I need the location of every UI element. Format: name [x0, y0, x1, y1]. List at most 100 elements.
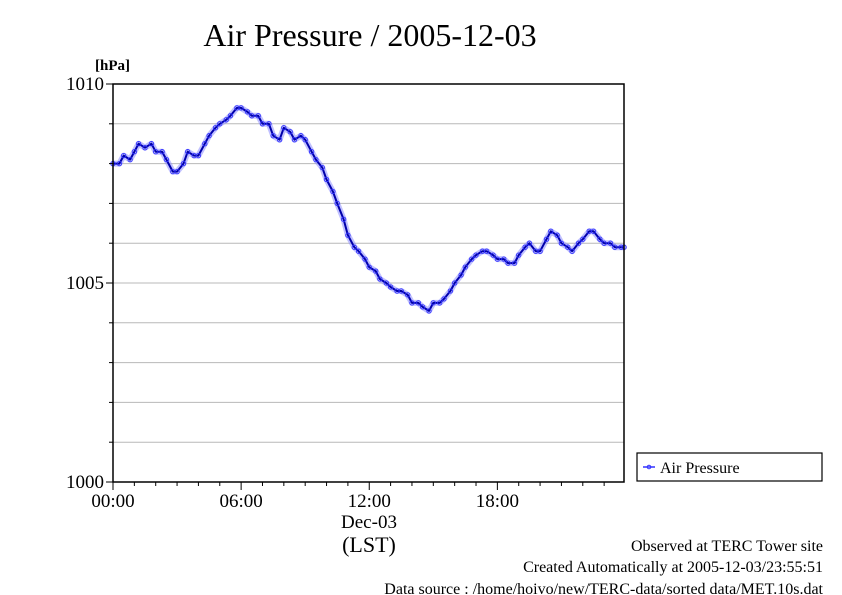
series-line: [113, 106, 624, 312]
data-point: [281, 125, 287, 131]
legend-label: Air Pressure: [660, 460, 740, 477]
data-point: [511, 260, 518, 266]
data-point: [522, 244, 528, 250]
data-point: [121, 152, 127, 159]
data-point: [323, 176, 330, 183]
y-axis-unit-label: [hPa]: [95, 58, 130, 74]
data-point: [217, 121, 223, 127]
data-point: [259, 121, 266, 127]
data-point: [340, 216, 347, 222]
data-point: [398, 288, 404, 294]
data-point: [362, 256, 368, 262]
data-point: [249, 113, 255, 119]
data-point: [135, 141, 142, 147]
data-point: [313, 156, 319, 163]
data-point: [537, 248, 543, 254]
legend: Air Pressure: [636, 452, 823, 482]
data-point: [505, 260, 511, 266]
footer-source: Data source : /home/hoivo/new/TERC-data/…: [384, 581, 823, 595]
data-point: [558, 240, 565, 246]
data-point: [255, 113, 261, 119]
data-point: [351, 244, 357, 250]
data-point: [334, 200, 340, 207]
data-point: [270, 133, 276, 139]
data-point: [298, 133, 304, 139]
data-point: [447, 288, 454, 294]
data-point: [490, 252, 496, 258]
footer-observed: Observed at TERC Tower site: [631, 538, 823, 555]
data-point: [276, 137, 283, 143]
data-point: [409, 300, 415, 306]
data-point: [387, 284, 394, 290]
data-point: [430, 300, 436, 306]
data-point: [330, 188, 336, 195]
data-point: [580, 236, 586, 242]
data-point: [473, 252, 479, 258]
data-point: [419, 304, 426, 310]
x-tick-label: 18:00: [476, 491, 519, 512]
series-layer: [110, 104, 627, 314]
y-tick-label: 1010: [66, 74, 104, 95]
data-point: [597, 236, 603, 242]
data-point: [159, 149, 165, 155]
data-point: [142, 145, 148, 151]
data-point: [601, 240, 607, 246]
legend-box: [636, 452, 823, 482]
data-point: [437, 300, 443, 306]
y-tick-label: 1000: [66, 472, 104, 493]
data-point: [202, 141, 208, 147]
data-point: [291, 137, 298, 143]
data-point: [607, 240, 614, 246]
data-point: [131, 149, 138, 155]
series-halo: [110, 104, 627, 314]
data-point: [441, 296, 447, 302]
data-point: [516, 252, 522, 258]
data-point: [469, 256, 475, 262]
data-point: [127, 156, 133, 163]
data-point: [244, 109, 251, 115]
data-point: [543, 236, 550, 242]
data-point: [383, 280, 389, 286]
data-point: [174, 168, 180, 175]
data-point: [148, 141, 155, 147]
data-point: [180, 160, 187, 167]
data-point: [569, 248, 575, 254]
chart-title: Air Pressure / 2005-12-03: [203, 17, 536, 53]
data-point: [377, 276, 383, 282]
data-point: [163, 156, 170, 163]
x-tick-label: 06:00: [219, 491, 262, 512]
data-point: [206, 133, 212, 139]
data-point: [266, 121, 272, 127]
data-point: [153, 149, 159, 155]
data-point: [116, 160, 123, 167]
footer-created: Created Automatically at 2005-12-03/23:5…: [523, 559, 823, 576]
x-axis-zone-label: (LST): [342, 532, 396, 557]
y-tick-label: 1005: [66, 273, 104, 294]
data-point: [302, 137, 308, 143]
data-point: [373, 268, 379, 274]
legend-swatch-marker: [646, 464, 652, 470]
data-point: [345, 232, 351, 238]
data-point: [426, 308, 432, 314]
data-point: [554, 232, 560, 238]
data-point: [526, 240, 533, 246]
data-point: [287, 129, 293, 135]
data-point: [484, 248, 490, 254]
data-point: [308, 149, 315, 155]
data-point: [462, 264, 468, 270]
data-point: [565, 244, 571, 250]
x-axis-date-label: Dec-03: [341, 512, 397, 533]
data-point: [212, 125, 219, 131]
axis-ticks: 1000 1005 1010 00:00 06:00 12:00 18:00: [66, 74, 605, 512]
data-point: [415, 300, 422, 306]
data-point: [452, 280, 458, 286]
data-point: [366, 264, 372, 270]
data-point: [612, 244, 618, 250]
data-point: [458, 272, 464, 278]
data-point: [548, 228, 554, 234]
data-point: [501, 256, 507, 262]
data-point: [590, 228, 597, 234]
data-point: [319, 164, 325, 171]
data-point: [195, 152, 202, 159]
